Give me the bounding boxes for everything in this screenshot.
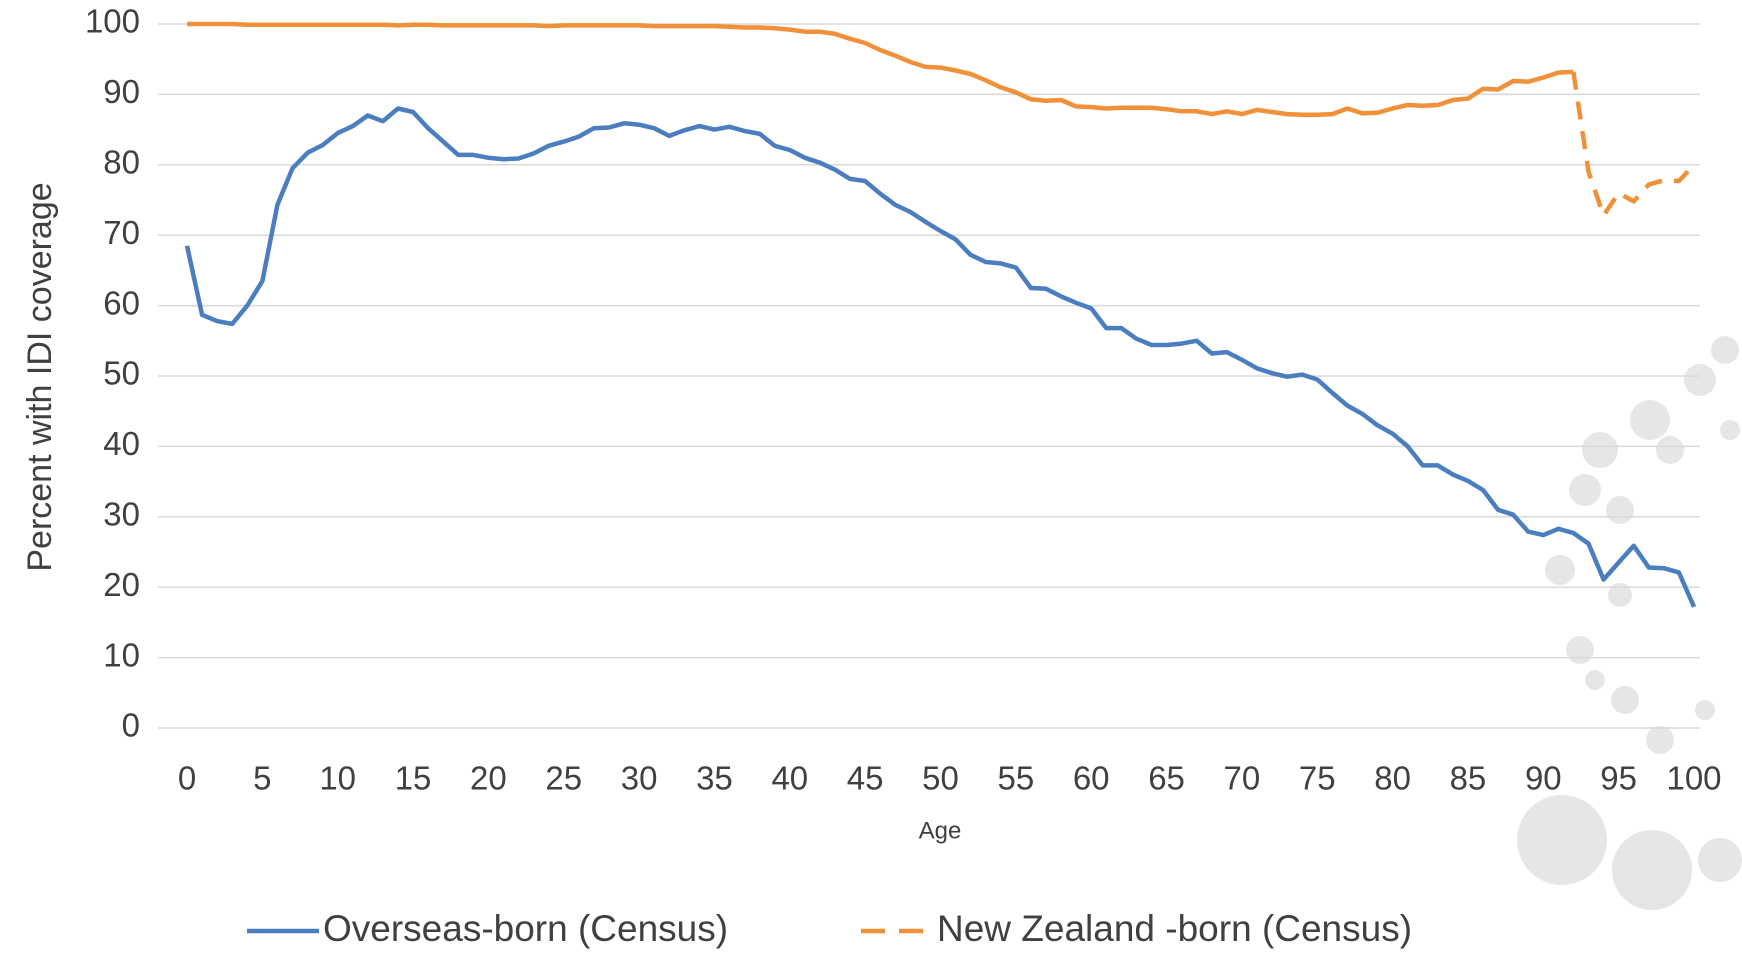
x-tick-label: 65 [1148,760,1185,797]
x-tick-label: 100 [1666,760,1721,797]
x-tick-label: 5 [253,760,271,797]
x-axis-label: Age [919,817,962,844]
x-tick-label: 45 [847,760,884,797]
y-tick-label: 80 [103,144,140,181]
x-tick-label: 55 [997,760,1034,797]
y-tick-label: 40 [103,425,140,462]
y-tick-label: 10 [103,636,140,673]
y-tick-label: 90 [103,73,140,110]
x-tick-label: 90 [1525,760,1562,797]
series-line [1571,71,1696,218]
legend-label: Overseas-born (Census) [323,908,728,949]
x-tick-label: 75 [1299,760,1336,797]
x-tick-label: 80 [1374,760,1411,797]
decoration [1517,336,1742,910]
y-tick-label: 30 [103,496,140,533]
x-tick-label: 60 [1073,760,1110,797]
y-tick-label: 20 [103,566,140,603]
x-tick-label: 35 [696,760,733,797]
x-tick-label: 40 [771,760,808,797]
y-tick-label: 100 [85,3,140,40]
x-tick-label: 70 [1224,760,1261,797]
y-tick-label: 50 [103,355,140,392]
x-tick-label: 30 [621,760,658,797]
x-tick-label: 15 [395,760,432,797]
x-tick-label: 10 [319,760,356,797]
x-tick-label: 25 [545,760,582,797]
y-tick-label: 70 [103,214,140,251]
series-line [187,21,1574,118]
x-tick-label: 20 [470,760,507,797]
x-tick-label: 95 [1600,760,1637,797]
y-tick-label: 0 [122,707,140,744]
legend-label: New Zealand -born (Census) [937,908,1412,949]
y-axis-label: Percent with IDI coverage [21,182,59,571]
x-tick-label: 50 [922,760,959,797]
x-tick-label: 0 [178,760,196,797]
series-line [184,106,1697,608]
x-tick-label: 85 [1450,760,1487,797]
y-tick-label: 60 [103,284,140,321]
